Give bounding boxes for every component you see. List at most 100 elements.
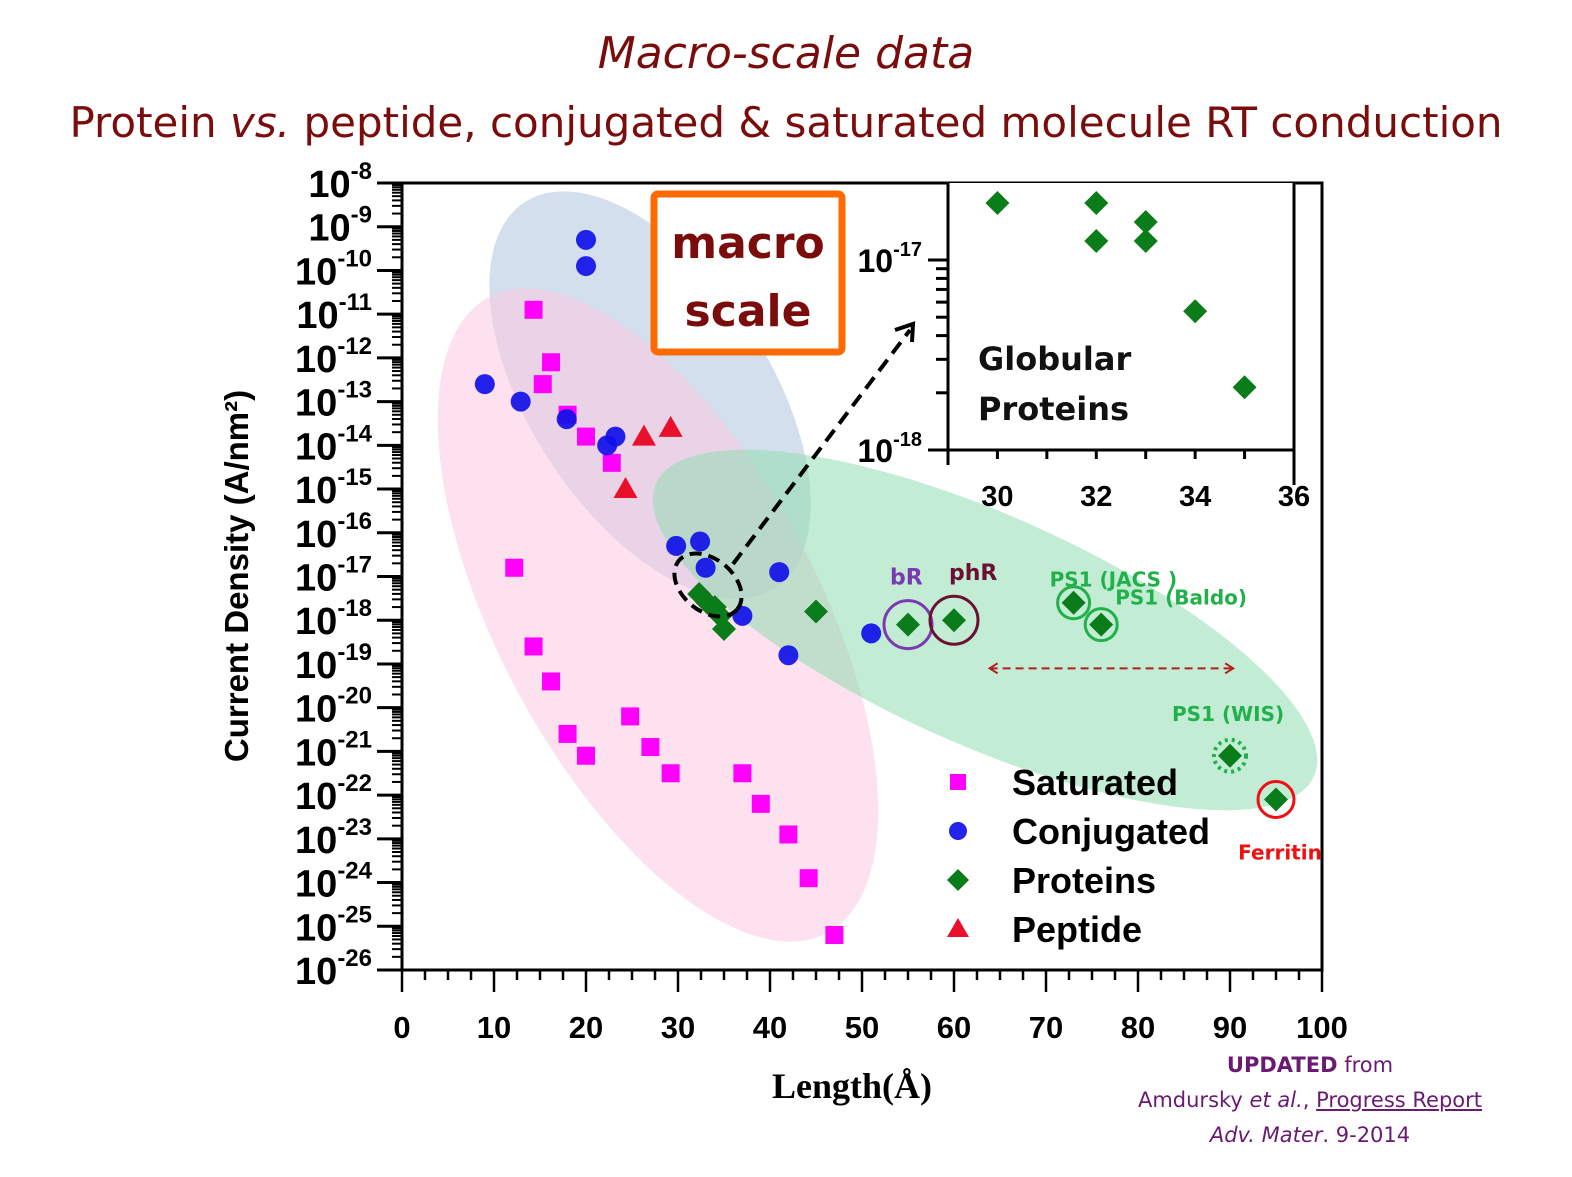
y-tick-label: 10-11: [296, 289, 372, 337]
legend-marker-proteins: [947, 869, 969, 891]
x-tick-label: 90: [1213, 1010, 1247, 1045]
protein-point: [1264, 787, 1288, 812]
inset-annotation: Globular: [978, 340, 1131, 378]
protein-region: [652, 449, 1318, 811]
y-tick-label: 10-9: [308, 202, 372, 250]
y-axis-label: Current Density (A/nm²): [218, 390, 255, 762]
protein-point: [1084, 229, 1109, 253]
credit-line3: Adv. Mater. 9-2014: [1080, 1118, 1540, 1152]
y-tick-label: 10-17: [295, 552, 372, 600]
subtitle-vs: vs.: [230, 98, 291, 147]
inset-background: [948, 183, 1294, 465]
y-tick-label: 10-18: [295, 595, 372, 643]
conjugated-point: [695, 557, 716, 578]
annotation-label: bR: [890, 566, 923, 591]
macro-scale-line2: scale: [685, 286, 812, 337]
protein-point: [1061, 590, 1086, 615]
macro-scale-line1: macro: [671, 218, 825, 269]
x-tick-label: 40: [753, 1010, 787, 1045]
credit-etal: et al.: [1249, 1088, 1303, 1112]
protein-point: [985, 191, 1010, 215]
annotation-ring: [1083, 607, 1119, 643]
saturated-point: [542, 353, 561, 372]
legend-marker-saturated: [950, 774, 966, 790]
saturated-point: [577, 746, 595, 765]
conjugated-point: [690, 531, 711, 552]
range-arrow-left-head: [987, 662, 999, 675]
protein-point: [804, 599, 828, 624]
annotation-label: PS1 (JACS ): [1050, 568, 1178, 592]
protein-point: [942, 608, 966, 633]
inset-x-tick-label: 34: [1179, 481, 1211, 513]
y-tick-label: 10-25: [295, 901, 372, 949]
y-tick-label: 10-15: [295, 464, 372, 512]
y-tick-label: 10-26: [295, 945, 372, 993]
chart-subtitle: Protein vs. peptide, conjugated & satura…: [0, 98, 1572, 147]
legend-label-peptide: Peptide: [1012, 909, 1142, 950]
saturated-point: [779, 825, 798, 844]
saturated-point: [621, 707, 640, 726]
y-tick-label: 10-23: [295, 814, 372, 862]
annotation-label: PS1 (Baldo): [1115, 586, 1247, 610]
x-tick-label: 30: [661, 1010, 695, 1045]
conjugated-point: [597, 435, 618, 456]
conjugated-point: [769, 562, 790, 583]
subtitle-part2: peptide, conjugated & saturated molecule…: [290, 98, 1503, 147]
annotation-ring: [1056, 585, 1092, 621]
saturated-point: [799, 869, 818, 888]
y-tick-label: 10-14: [295, 420, 373, 468]
y-tick-label: 10-13: [295, 377, 372, 425]
inset-annotation: Proteins: [978, 390, 1129, 428]
credit-comma: ,: [1302, 1088, 1317, 1112]
credit-author: Amdursky: [1137, 1088, 1250, 1112]
conjugated-point: [576, 256, 596, 277]
credit-line2: Amdursky et al., Progress Report: [1080, 1083, 1540, 1117]
zoom-arrow-head: [894, 321, 916, 343]
y-tick-label: 10-24: [295, 858, 373, 906]
legend-marker-peptide: [947, 918, 969, 937]
y-tick-label: 10-21: [295, 726, 372, 774]
x-tick-label: 20: [569, 1010, 603, 1045]
subtitle-part1: Protein: [69, 98, 231, 147]
saturated-point: [524, 300, 543, 319]
protein-point: [1084, 191, 1109, 215]
annotation-label: phR: [949, 561, 997, 586]
annotation-ring: [928, 594, 980, 646]
protein-point: [1232, 375, 1257, 400]
peptide-point: [658, 415, 683, 437]
conjugated-point: [778, 645, 799, 666]
inset-y-tick-label: 10-18: [858, 429, 923, 469]
legend-label-conjugated: Conjugated: [1012, 811, 1210, 852]
y-tick-label: 10-20: [295, 683, 372, 731]
conjugated-point: [576, 229, 596, 250]
conjugated-point: [666, 535, 687, 556]
y-tick-label: 10-19: [295, 639, 372, 687]
protein-point: [712, 616, 736, 641]
annotation-label: Ferritin: [1238, 840, 1322, 864]
saturated-point: [602, 453, 621, 472]
y-tick-label: 10-22: [295, 770, 372, 818]
conjugated-point: [861, 623, 882, 644]
protein-point: [896, 612, 920, 637]
x-tick-label: 0: [393, 1010, 410, 1045]
credit-line1: UPDATED from: [1080, 1048, 1540, 1082]
annotation-ring: [1256, 779, 1296, 819]
x-tick-label: 60: [937, 1010, 971, 1045]
protein-point: [1133, 210, 1158, 234]
y-tick-label: 10-16: [295, 508, 372, 556]
annotation-ring: [1212, 737, 1248, 774]
conjugated-point: [474, 374, 495, 395]
credit-report-link[interactable]: Progress Report: [1316, 1088, 1483, 1112]
zoom-arrow: [731, 328, 912, 566]
protein-point: [1183, 299, 1208, 324]
protein-point: [1133, 229, 1158, 253]
saturated-point: [542, 672, 561, 691]
chart-title: Macro-scale data: [597, 28, 975, 79]
x-tick-label: 70: [1029, 1010, 1063, 1045]
inset-x-tick-label: 32: [1080, 481, 1112, 513]
protein-point: [1089, 612, 1114, 637]
macro-scale-box: [650, 190, 846, 356]
x-tick-label: 80: [1121, 1010, 1155, 1045]
saturated-point: [505, 558, 524, 577]
